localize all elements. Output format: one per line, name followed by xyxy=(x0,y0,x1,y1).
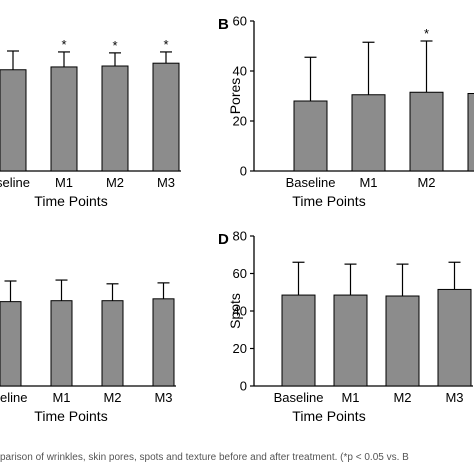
panel-letter: D xyxy=(218,231,229,248)
y-tick-label: 0 xyxy=(240,164,247,179)
y-tick-label: 60 xyxy=(233,14,247,29)
significance-marker: * xyxy=(112,38,117,53)
bar-m1 xyxy=(50,300,73,387)
bar-m1 xyxy=(50,66,78,172)
x-tick-label: M3 xyxy=(154,390,172,405)
x-axis-label: Time Points xyxy=(34,408,107,424)
y-tick-label: 40 xyxy=(233,64,247,79)
bar-m1 xyxy=(333,294,368,387)
x-tick-label: seline xyxy=(0,390,27,405)
x-tick-label: M1 xyxy=(55,175,73,190)
x-tick-label: M2 xyxy=(103,390,121,405)
x-tick-label: Baseline xyxy=(274,390,324,405)
x-tick-label: M2 xyxy=(417,175,435,190)
bar-seline xyxy=(0,301,22,387)
y-axis-label: Pores xyxy=(227,78,243,115)
bar-seline xyxy=(0,69,27,172)
significance-marker: * xyxy=(163,37,168,52)
bar-m3 xyxy=(152,62,180,172)
y-tick-label: 0 xyxy=(240,379,247,394)
panel-letter: B xyxy=(218,16,229,33)
bar-baseline xyxy=(293,100,328,172)
panel-c-chart: seline M1 M2 M3 Time Points xyxy=(0,279,176,424)
panel-a-chart: seline * M1 * M2 * M3 Time Points xyxy=(0,37,181,209)
y-tick-label: 80 xyxy=(233,229,247,244)
figure-caption: parison of wrinkles, skin pores, spots a… xyxy=(0,452,409,463)
x-axis-label: Time Points xyxy=(34,193,107,209)
bar-m3 xyxy=(152,298,175,387)
y-axis-label: Spots xyxy=(227,293,243,329)
bar-m3 xyxy=(437,288,472,387)
y-tick-label: 20 xyxy=(233,341,247,356)
significance-marker: * xyxy=(424,26,429,41)
x-axis-label: Time Points xyxy=(292,408,365,424)
x-tick-label: M1 xyxy=(341,390,359,405)
bar-m3 xyxy=(467,93,474,172)
panel-d-chart: 0 20 40 60 80 Baseline M1 M2 M3 Time Points Spots D xyxy=(218,229,473,424)
x-tick-label: Baseline xyxy=(286,175,336,190)
x-tick-label: seline xyxy=(0,175,30,190)
significance-marker: * xyxy=(61,37,66,52)
x-axis-label: Time Points xyxy=(292,193,365,209)
bar-baseline xyxy=(281,294,316,387)
bar-m2 xyxy=(101,65,129,172)
x-tick-label: M1 xyxy=(52,390,70,405)
bar-m1 xyxy=(351,94,386,172)
x-tick-label: M3 xyxy=(445,390,463,405)
x-tick-label: M3 xyxy=(157,175,175,190)
y-tick-label: 60 xyxy=(233,266,247,281)
bar-m2 xyxy=(409,91,444,172)
bar-m2 xyxy=(385,295,420,387)
y-tick-label: 20 xyxy=(233,114,247,129)
bar-m2 xyxy=(101,300,124,387)
x-tick-label: M1 xyxy=(359,175,377,190)
x-tick-label: M2 xyxy=(393,390,411,405)
x-tick-label: M2 xyxy=(106,175,124,190)
y-tick-label: 40 xyxy=(233,304,247,319)
